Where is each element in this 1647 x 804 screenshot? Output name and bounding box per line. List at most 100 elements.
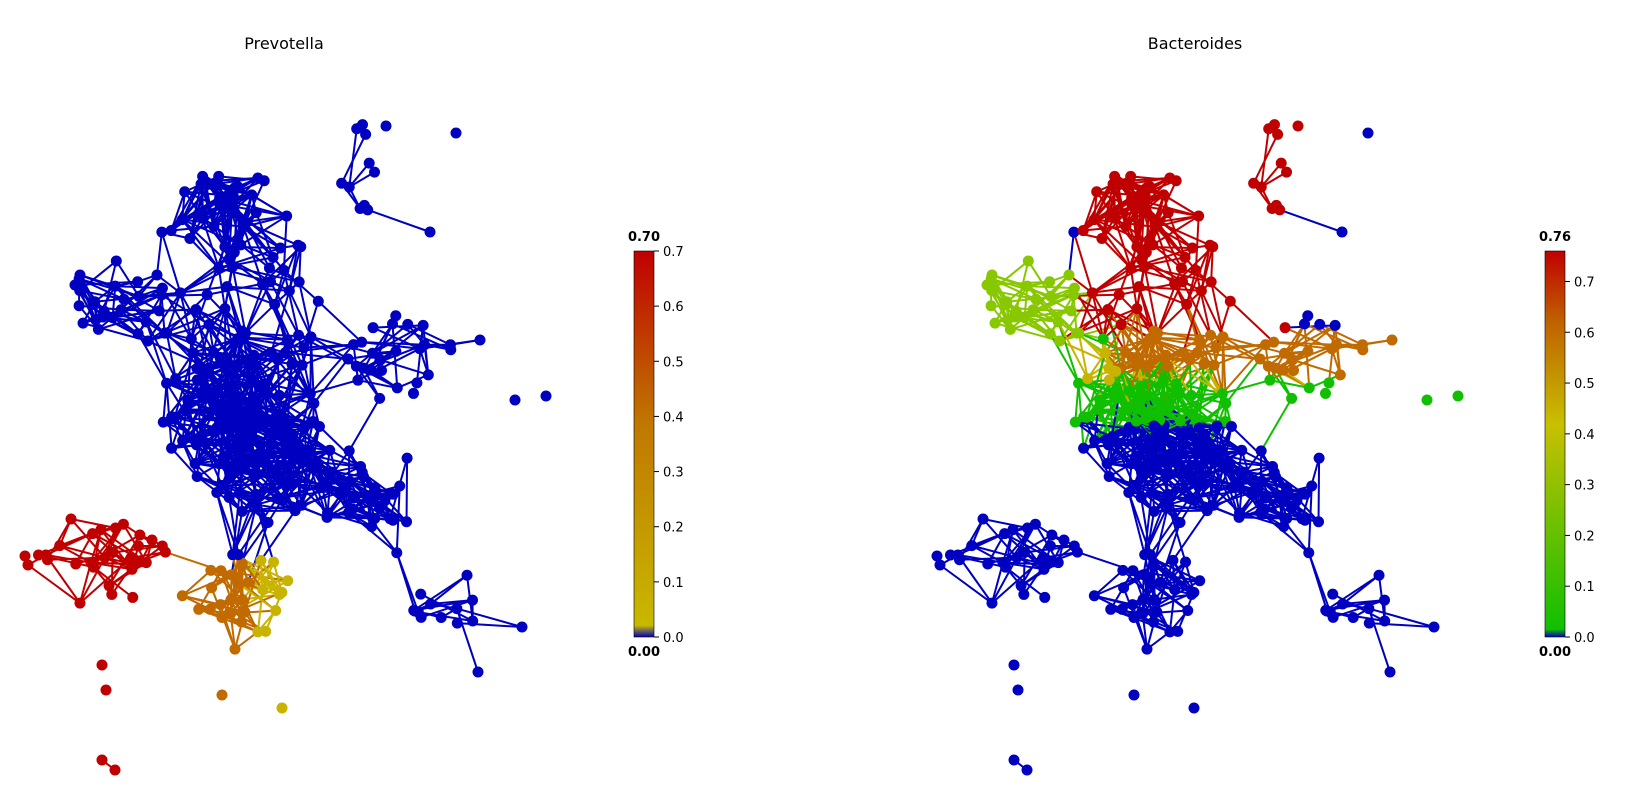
network-node: [1174, 517, 1186, 529]
network-node: [213, 400, 225, 412]
network-node: [293, 276, 305, 288]
network-edge: [1149, 366, 1169, 415]
network-edge: [1132, 570, 1158, 613]
network-node: [1147, 239, 1159, 251]
network-node: [281, 334, 293, 346]
network-node: [1097, 333, 1109, 345]
network-node: [197, 212, 209, 224]
network-node: [213, 170, 225, 182]
network-edge: [982, 517, 1028, 529]
network-node: [986, 597, 998, 609]
network-node: [289, 505, 301, 517]
network-node: [201, 392, 213, 404]
network-edge: [1035, 291, 1093, 301]
network-node: [358, 471, 370, 483]
network-edge: [98, 309, 160, 331]
colorbar-tick-label: 0.3: [663, 466, 684, 481]
network-node: [1190, 494, 1202, 506]
network-edge: [1222, 335, 1285, 355]
network-node: [208, 346, 220, 358]
network-node: [363, 492, 375, 504]
network-edge: [79, 274, 116, 288]
network-node: [1019, 546, 1031, 558]
network-edge: [1078, 382, 1119, 400]
network-edge: [1125, 351, 1190, 361]
network-edge: [1200, 246, 1214, 291]
network-edge: [1074, 421, 1113, 438]
colorbar-gradient: [1544, 250, 1566, 638]
network-node: [1296, 513, 1308, 525]
network-node: [96, 754, 108, 766]
network-edge: [195, 308, 239, 340]
network-node: [1208, 359, 1220, 371]
colorbar-tick-label: 0.0: [663, 631, 684, 646]
network-node: [1019, 312, 1031, 324]
network-node: [206, 178, 218, 190]
network-node: [1030, 293, 1042, 305]
network-edge: [210, 569, 244, 601]
network-node: [1125, 262, 1137, 274]
network-node: [343, 181, 355, 193]
network-edge: [1153, 561, 1187, 601]
network-edge: [1027, 285, 1075, 290]
network-node: [325, 466, 337, 478]
network-node: [1150, 422, 1162, 434]
network-edge: [939, 564, 993, 604]
network-node: [1363, 603, 1375, 615]
network-node: [1058, 534, 1070, 546]
network-edge: [1282, 323, 1306, 371]
network-node: [1228, 480, 1240, 492]
network-node: [1255, 506, 1267, 518]
network-edge: [1135, 308, 1149, 368]
network-node: [1065, 305, 1077, 317]
network-node: [236, 505, 248, 517]
network-node: [1272, 128, 1284, 140]
network-node: [1158, 189, 1170, 201]
network-node: [1145, 578, 1157, 590]
network-node: [232, 408, 244, 420]
network-node: [258, 378, 270, 390]
network-node: [234, 486, 246, 498]
network-node: [467, 615, 479, 627]
network-node: [1198, 478, 1210, 490]
network-edge: [228, 258, 290, 292]
network-node: [1012, 684, 1024, 696]
network-node: [1314, 318, 1326, 330]
network-node: [1210, 342, 1222, 354]
network-node: [268, 556, 280, 568]
network-edge: [209, 598, 243, 611]
network-edge: [1140, 472, 1170, 499]
network-edge: [413, 574, 468, 612]
network-node: [156, 226, 168, 238]
network-node: [445, 344, 457, 356]
network-edge: [1131, 604, 1148, 650]
network-node: [265, 347, 277, 359]
network-node: [1188, 586, 1200, 598]
network-node: [1004, 323, 1016, 335]
network-edge: [1260, 397, 1293, 452]
network-edge: [273, 270, 285, 305]
network-node: [107, 312, 119, 324]
network-node: [391, 382, 403, 394]
network-node: [1078, 411, 1090, 423]
network-node: [1148, 461, 1160, 473]
network-node: [270, 604, 282, 616]
network-node: [1326, 343, 1338, 355]
network-edge: [162, 383, 168, 423]
network-node: [1217, 331, 1229, 343]
network-node: [1286, 392, 1298, 404]
network-node: [263, 262, 275, 274]
network-node: [74, 597, 86, 609]
network-node: [262, 517, 274, 529]
network-edge: [1072, 231, 1094, 294]
network-edge: [288, 246, 302, 291]
network-edge: [1091, 265, 1146, 294]
network-node: [298, 342, 310, 354]
network-edge: [166, 382, 207, 400]
network-edge: [348, 397, 381, 452]
network-node: [132, 276, 144, 288]
network-edge: [1121, 608, 1171, 633]
network-node: [1137, 594, 1149, 606]
network-edge: [1291, 324, 1336, 361]
network-node: [1169, 584, 1181, 596]
